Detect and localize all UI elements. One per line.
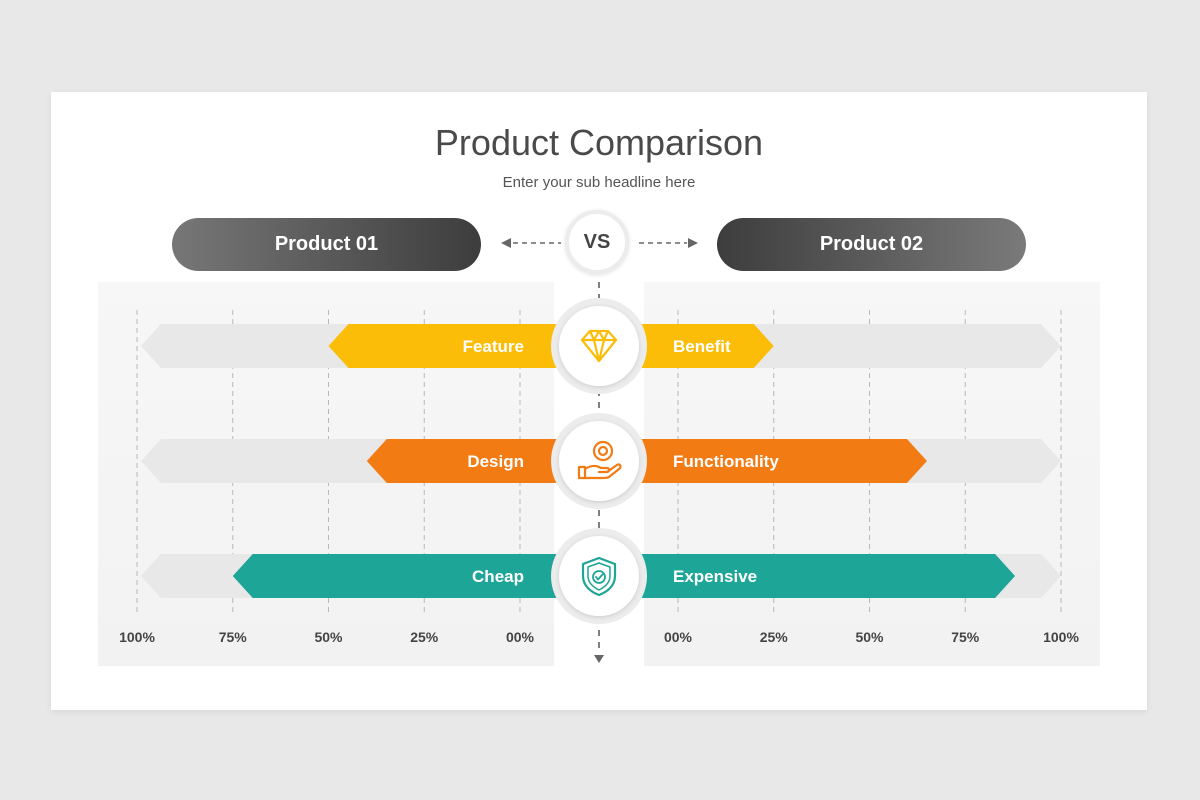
bar-right [599,439,927,483]
center-arrowhead [594,655,604,663]
bar-label-left: Feature [463,337,524,356]
icon-badge [551,528,647,624]
slide: Product Comparison Enter your sub headli… [51,92,1147,710]
tick-label-right: 25% [760,629,789,645]
tick-label-left: 00% [506,629,535,645]
icon-badge-disc [559,536,639,616]
tick-label-left: 50% [314,629,343,645]
tick-label-right: 100% [1043,629,1079,645]
left-arrowhead [501,238,511,248]
bar-left [232,554,599,598]
tick-label-left: 25% [410,629,439,645]
tick-label-right: 00% [664,629,693,645]
bar-label-right: Expensive [673,567,757,586]
page-subtitle: Enter your sub headline here [502,174,696,191]
page-title: Product Comparison [434,122,764,163]
icon-badge-disc [559,421,639,501]
row-icons [551,298,647,624]
shield-check-icon [581,556,617,597]
bar-left [328,324,599,368]
bar-label-left: Cheap [472,567,524,586]
icon-badge [551,298,647,394]
bar-right [599,554,1016,598]
icon-badge-disc [559,306,639,386]
bar-left [366,439,599,483]
vs-badge: VS [565,210,629,274]
icon-badge [551,413,647,509]
diamond-icon [580,329,618,363]
tick-label-left: 100% [119,629,155,645]
vs-arrows [501,238,698,248]
bar-label-right: Benefit [673,337,731,356]
tick-label-left: 75% [219,629,248,645]
tick-labels: 100% 75% 50% 25% 00% 00% 25% 50% 75% 100% [119,629,1079,645]
bar-label-right: Functionality [673,452,779,471]
tick-label-right: 50% [855,629,884,645]
tick-label-right: 75% [951,629,980,645]
hand-coin-icon [577,440,622,480]
bars: Feature Benefit Design Functionality Cheap Ex… [232,324,1016,598]
product-02-header: Product 02 [717,218,1026,271]
comparison-chart: Feature Benefit Design Functionality Cheap Ex… [98,238,1100,666]
bar-label-left: Design [467,452,524,471]
right-arrowhead [688,238,698,248]
product-01-header: Product 01 [172,218,481,271]
